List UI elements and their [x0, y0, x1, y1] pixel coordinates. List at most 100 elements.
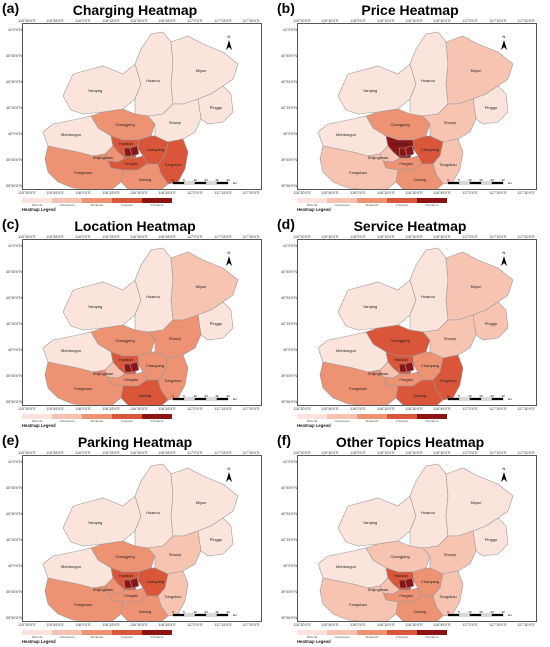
district-daxing [120, 163, 169, 189]
scale-label: 30 [215, 178, 219, 182]
legend-title: Heatmap Legend [297, 207, 331, 212]
longitude-label-top: 116°15'0"E [377, 451, 395, 455]
legend-swatch [297, 630, 327, 635]
latitude-label: 39°30'0"N [281, 184, 297, 188]
latitude-label: 40°45'0"N [6, 54, 22, 58]
longitude-label-top: 116°30'0"E [405, 19, 423, 23]
longitude-label-top: 116°45'0"E [158, 451, 176, 455]
scale-bar-segment [205, 397, 218, 401]
district-daxing [395, 595, 444, 621]
longitude-label-top: 116°30'0"E [130, 19, 148, 23]
scale-label: 40 [226, 178, 230, 182]
panel-title: Location Heatmap [74, 218, 196, 234]
scale-bar-segment [216, 613, 229, 617]
legend-level-label: Minimal [31, 635, 43, 639]
district-pinggu [197, 301, 234, 341]
longitude-label: 115°45'0"E [321, 407, 339, 411]
district-label: Fengtai [124, 593, 137, 598]
district-label: Haidian [394, 357, 408, 362]
scale-bar-segment [469, 613, 482, 617]
scale-label: 10 [193, 610, 197, 614]
longitude-label: 115°45'0"E [46, 191, 64, 195]
longitude-label-top: 116°30'0"E [130, 235, 148, 239]
district-label: Huairou [421, 78, 435, 83]
legend-swatch [112, 414, 142, 419]
district-xicheng [123, 147, 133, 157]
district-huairou [134, 31, 174, 117]
scale-bar-segment [183, 397, 196, 401]
scale-label: 20 [479, 394, 483, 398]
longitude-label-top: 116°0'0"E [75, 235, 91, 239]
district-label: Yanqing [88, 520, 102, 525]
longitude-label-top: 117°0'0"E [462, 19, 478, 23]
legend-color-bar [297, 198, 447, 203]
district-huairou [134, 463, 174, 549]
north-arrow-icon [226, 40, 232, 50]
scale-label: 40 [501, 394, 505, 398]
scale-label: 40 [226, 610, 230, 614]
legend-swatch [142, 630, 172, 635]
longitude-label-top: 117°15'0"E [489, 235, 507, 239]
scale-bar-segment [194, 181, 207, 185]
district-label: Fangshan [349, 602, 367, 607]
longitude-label: 117°0'0"E [187, 623, 203, 627]
district-label: Fengtai [399, 593, 412, 598]
district-label: Shunyi [169, 120, 181, 125]
scale-bar-segment [458, 181, 471, 185]
scale-unit: km [233, 181, 238, 185]
scale-bar-segment [491, 613, 504, 617]
scale-label: 0 [172, 394, 174, 398]
latitude-label: 39°30'0"N [281, 400, 297, 404]
longitude-label: 115°45'0"E [46, 407, 64, 411]
longitude-label-top: 117°15'0"E [214, 451, 232, 455]
scale-bar-segment [480, 181, 493, 185]
district-label: Fengtai [399, 377, 412, 382]
district-label: Mentougou [61, 132, 81, 137]
panel-title: Charging Heatmap [72, 2, 198, 18]
panel-title: Parking Heatmap [77, 434, 193, 450]
longitude-label-top: 117°15'0"E [214, 235, 232, 239]
longitude-label-top: 117°15'0"E [489, 19, 507, 23]
legend-level-labels: Minimal Occasional Moderate Frequent Prevale… [297, 635, 447, 639]
scale-bar-segment [458, 613, 471, 617]
north-arrow-icon [501, 256, 507, 266]
longitude-label: 115°30'0"E [18, 407, 36, 411]
scale-bar-segment [205, 613, 218, 617]
district-label: Changping [390, 554, 409, 559]
latitude-label: 40°30'0"N [6, 296, 22, 300]
legend-level-label: Moderate [365, 635, 379, 639]
longitude-label: 116°30'0"E [130, 191, 148, 195]
north-label: N [228, 34, 231, 39]
legend-swatch [417, 630, 447, 635]
scale-label: 20 [479, 610, 483, 614]
longitude-label-top: 116°0'0"E [350, 451, 366, 455]
scale-unit: km [233, 397, 238, 401]
longitude-label: 116°15'0"E [102, 623, 120, 627]
legend-swatch [22, 198, 52, 203]
north-arrow-icon [226, 256, 232, 266]
longitude-label: 115°45'0"E [321, 623, 339, 627]
scale-unit: km [508, 181, 513, 185]
district-label: Shijingshan [368, 371, 389, 376]
district-map: Yanqing Huairou Miyun Pinggu Changping Shunyi… [42, 247, 239, 405]
map-frame: Yanqing Huairou Miyun Pinggu Changping Shunyi… [22, 239, 262, 406]
legend-level-label: Occasional [59, 203, 75, 207]
district-daxing [120, 595, 169, 621]
longitude-label-top: 116°45'0"E [158, 19, 176, 23]
longitude-label-top: 115°45'0"E [46, 19, 64, 23]
district-label: Haidian [119, 357, 133, 362]
latitude-label: 40°15'0"N [6, 538, 22, 542]
legend-level-label: Occasional [59, 419, 75, 423]
longitude-label: 116°45'0"E [433, 407, 451, 411]
latitude-label: 40°30'0"N [6, 80, 22, 84]
scale-label: 0 [447, 610, 449, 614]
legend-swatch [387, 630, 417, 635]
district-label: Fengtai [399, 161, 412, 166]
longitude-label-top: 116°15'0"E [377, 19, 395, 23]
latitude-label: 40°30'0"N [281, 80, 297, 84]
scale-label: 5 [458, 394, 460, 398]
district-label: Fengtai [124, 377, 137, 382]
scale-bar-segment [447, 613, 460, 617]
legend-swatch [357, 198, 387, 203]
district-label: Haidian [394, 141, 408, 146]
